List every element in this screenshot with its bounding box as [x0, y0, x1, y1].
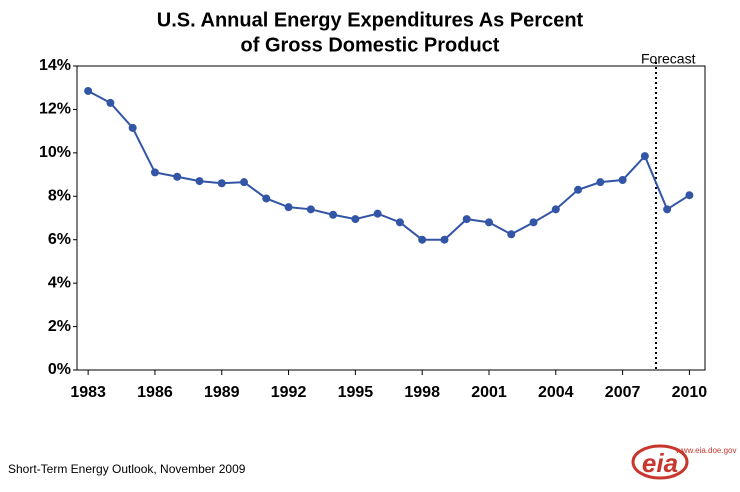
data-point [618, 176, 627, 184]
data-point [529, 218, 538, 227]
data-point [262, 194, 271, 203]
chart-title: U.S. Annual Energy Expenditures As Perce… [157, 9, 584, 31]
plot-frame [76, 65, 706, 371]
y-tick-label: 6% [48, 231, 71, 248]
data-point [306, 205, 315, 214]
logo-text: eia [642, 448, 678, 478]
x-tick-label: 1998 [404, 384, 440, 401]
data-point [574, 185, 583, 194]
data-point [640, 152, 649, 161]
data-point [462, 215, 471, 224]
data-point [596, 178, 605, 187]
x-tick-label: 1995 [338, 384, 374, 401]
x-tick-label: 2007 [605, 384, 641, 401]
data-point [195, 177, 204, 186]
data-point [551, 205, 560, 214]
y-tick-label: 14% [39, 57, 71, 74]
x-tick-label: 2001 [471, 384, 507, 401]
data-point [351, 215, 360, 224]
data-point [284, 203, 293, 212]
data-point [507, 230, 516, 239]
data-point [106, 98, 115, 107]
x-tick-label: 1983 [70, 384, 106, 401]
forecast-label: Forecast [641, 51, 696, 67]
source-note: Short-Term Energy Outlook, November 2009 [8, 462, 246, 476]
data-point [663, 205, 672, 214]
y-tick-label: 4% [48, 274, 71, 291]
x-tick-label: 2004 [538, 384, 574, 401]
data-point [418, 235, 427, 244]
x-tick-label: 2010 [672, 384, 708, 401]
y-tick-label: 8% [48, 188, 71, 205]
data-point [484, 218, 493, 227]
logo: eia www.eia.doe.gov [631, 444, 736, 480]
data-point [373, 209, 382, 218]
data-point [150, 168, 159, 177]
y-tick-label: 10% [39, 144, 71, 161]
y-tick-label: 2% [48, 318, 71, 335]
y-tick-label: 12% [39, 101, 71, 118]
x-tick-label: 1986 [137, 384, 173, 401]
x-tick-label: 1989 [204, 384, 240, 401]
data-point [329, 210, 338, 219]
data-point [240, 178, 249, 187]
data-point [217, 179, 226, 188]
data-point [440, 235, 449, 244]
data-point [173, 172, 182, 181]
data-point [685, 191, 694, 200]
logo-ring [631, 444, 689, 480]
data-line [87, 90, 690, 241]
logo-url: www.eia.doe.gov [675, 446, 736, 455]
x-tick-label: 1992 [271, 384, 307, 401]
data-point [128, 123, 137, 132]
data-point [395, 218, 404, 227]
data-point [84, 86, 93, 95]
y-tick-label: 0% [48, 361, 71, 378]
chart-title: of Gross Domestic Product [241, 34, 500, 56]
